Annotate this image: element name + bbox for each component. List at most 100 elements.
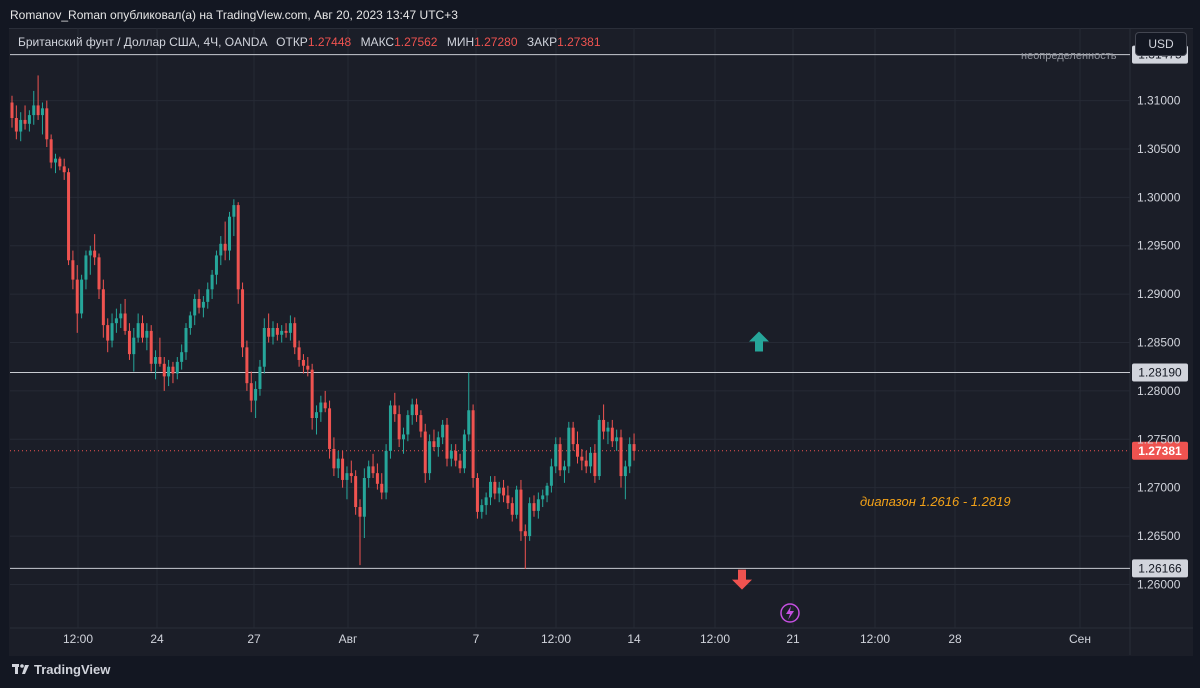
x-tick-label: 24 [150, 632, 164, 646]
candle-body [88, 250, 92, 256]
candle-body [127, 330, 131, 355]
level-price-label: 1.28190 [1138, 366, 1182, 380]
candle-body [141, 323, 144, 338]
candle-body [27, 115, 31, 124]
candle-body [201, 301, 205, 308]
tradingview-logo[interactable]: TradingView [12, 662, 110, 677]
candle-body [367, 466, 371, 478]
candle-body [293, 323, 297, 348]
candle-body [84, 255, 88, 280]
close-value: 1.27381 [557, 35, 601, 49]
candle-body [75, 279, 79, 314]
low-label: МИН [446, 35, 475, 49]
symbol-name: Британский фунт / Доллар США, 4Ч, OANDA [18, 35, 267, 49]
candle-body [449, 450, 453, 459]
publish-bar: Romanov_Roman опубликовал(а) на TradingV… [0, 0, 1200, 28]
candle-body [301, 359, 305, 366]
y-tick-label: 1.26500 [1137, 529, 1181, 543]
candle-body [402, 434, 405, 440]
grid-lines [10, 28, 1193, 655]
candle-body [571, 427, 575, 445]
candle-body [475, 478, 479, 512]
candle-body [23, 119, 27, 124]
y-tick-label: 1.26000 [1137, 577, 1181, 591]
y-tick-label: 1.31000 [1137, 94, 1181, 108]
y-tick-label: 1.29500 [1137, 239, 1181, 253]
candle-body [502, 487, 506, 496]
candle-body [123, 313, 127, 331]
candle-body [280, 330, 284, 335]
y-tick-label: 1.28500 [1137, 336, 1181, 350]
open-value: 1.27448 [307, 35, 352, 49]
candle-body [484, 497, 488, 506]
y-tick-label: 1.27000 [1137, 481, 1181, 495]
candle-body [228, 216, 231, 251]
candle-body [541, 495, 545, 500]
candle-body [67, 172, 71, 261]
candle-body [184, 328, 188, 353]
lightning-bolt-icon [786, 606, 794, 620]
candle-body [545, 485, 549, 496]
candle-body [393, 405, 397, 415]
candle-body [493, 481, 497, 494]
currency-button[interactable]: USD [1135, 32, 1187, 56]
tradingview-logo-icon [12, 663, 30, 676]
time-axis: 12:00 24 27 Авг 7 12:00 14 12:00 21 12:00 28 Сен [63, 632, 1091, 646]
y-tick-label: 1.30000 [1137, 190, 1181, 204]
candle-body [19, 119, 23, 132]
candle-body [445, 424, 449, 459]
candle-body [332, 448, 336, 469]
x-tick-label: 12:00 [860, 632, 890, 646]
candle-body [232, 205, 236, 217]
y-tick-label: 1.30500 [1137, 142, 1181, 156]
candle-body [497, 487, 501, 494]
candle-body [158, 357, 162, 364]
candle-body [45, 108, 49, 140]
candle-body [489, 481, 492, 498]
candle-body [223, 243, 227, 251]
level-price-box [1132, 559, 1188, 578]
candle-body [319, 402, 323, 413]
candle-body [214, 255, 218, 275]
candle-body [428, 441, 432, 474]
candle-body [628, 444, 632, 467]
candle-body [288, 323, 292, 333]
candle-body [432, 441, 436, 448]
candle-body [145, 330, 149, 338]
candle-body [406, 415, 410, 435]
candle-body [297, 347, 301, 360]
candle-body [336, 458, 340, 469]
candle-body [310, 369, 314, 418]
candle-body [619, 437, 623, 477]
candle-body [58, 158, 62, 167]
candle-body [410, 404, 414, 416]
candle-body [589, 452, 593, 467]
candle-body [175, 361, 179, 374]
candle-body [249, 383, 253, 401]
candle-body [419, 415, 423, 432]
candle-body [341, 458, 345, 480]
high-value: 1.27562 [394, 35, 438, 49]
candle-body [110, 323, 114, 341]
candle-body [462, 434, 466, 469]
candle-body [119, 313, 123, 319]
chart-panel[interactable] [9, 28, 1193, 656]
candle-body [323, 402, 327, 409]
candle-body [106, 325, 110, 341]
candle-body [49, 139, 53, 163]
candle-body [114, 318, 118, 324]
candle-body [371, 466, 375, 474]
candle-body [219, 243, 223, 256]
x-tick-label: 12:00 [541, 632, 571, 646]
x-tick-label: 14 [627, 632, 641, 646]
candle-body [606, 427, 610, 432]
x-tick-label: 28 [948, 632, 962, 646]
publish-line: Romanov_Roman опубликовал(а) на TradingV… [10, 8, 458, 22]
candle-body [101, 289, 105, 326]
candle-body [71, 260, 75, 280]
candle-body [349, 473, 353, 477]
candle-body [36, 105, 40, 116]
candle-body [558, 444, 562, 471]
candle-body [149, 330, 153, 364]
